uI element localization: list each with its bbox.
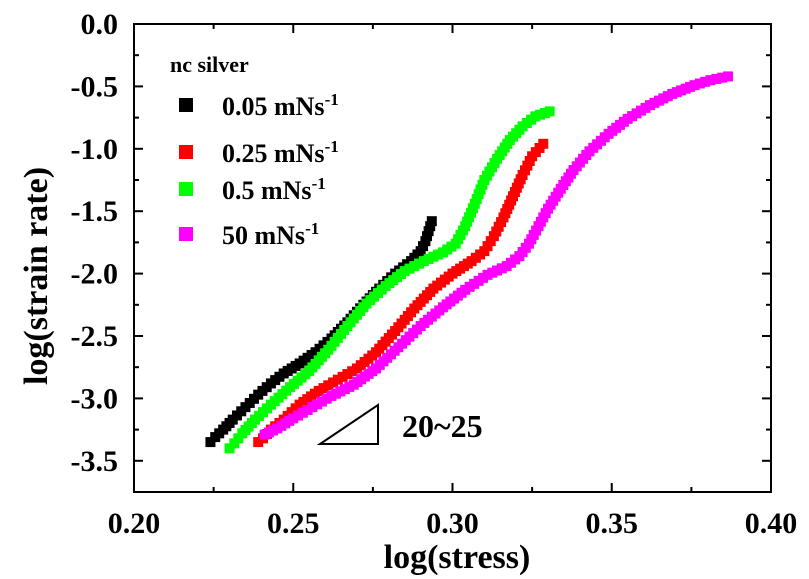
legend-label-superscript: -1 [312,174,326,193]
x-tick-label: 0.40 [745,507,798,540]
x-tick-label: 0.30 [426,507,479,540]
legend-title: nc silver [170,52,249,77]
slope-annotation: 20~25 [402,408,483,444]
y-tick-label: -3.5 [71,445,119,478]
plot-marks [205,71,733,453]
y-tick-label: -1.0 [71,133,119,166]
y-axis-label: log(strain rate) [18,167,55,385]
legend-label-main: 0.25 mNs [222,139,325,168]
legend-label-main: 50 mNs [222,221,305,250]
x-axis-label: log(stress) [384,539,531,576]
legend-swatch [179,227,193,241]
slope-triangle [320,405,378,444]
legend-label-main: 0.5 mNs [222,176,312,205]
data-point [427,216,437,226]
legend-label: 50 mNs-1 [222,219,319,250]
legend-label-superscript: -1 [325,137,339,156]
legend-label: 0.5 mNs-1 [222,174,326,205]
data-point [723,71,733,81]
data-point [545,106,555,116]
legend: 0.05 mNs-10.25 mNs-10.5 mNs-150 mNs-1 [179,90,339,250]
legend-label-superscript: -1 [305,219,319,238]
y-tick-label: 0.0 [81,8,119,41]
x-tick-label: 0.25 [267,507,320,540]
x-tick-label: 0.35 [586,507,639,540]
legend-swatch [179,145,193,159]
y-tick-label: -3.0 [71,382,119,415]
data-point [538,139,548,149]
legend-label-superscript: -1 [325,90,339,109]
y-tick-label: -0.5 [71,70,119,103]
y-tick-label: -1.5 [71,195,119,228]
legend-label-main: 0.05 mNs [222,92,325,121]
legend-swatch [179,182,193,196]
y-tick-label: -2.5 [71,320,119,353]
legend-swatch [179,98,193,112]
legend-label: 0.25 mNs-1 [222,137,339,168]
legend-label: 0.05 mNs-1 [222,90,339,121]
x-tick-label: 0.20 [108,507,161,540]
y-tick-label: -2.0 [71,258,119,291]
